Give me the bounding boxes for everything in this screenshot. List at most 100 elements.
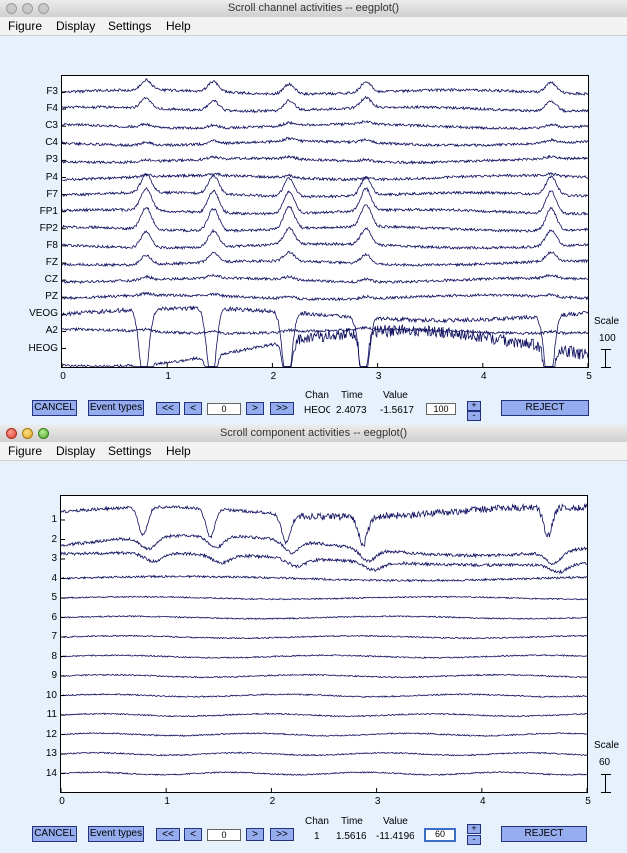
component-label-6: 6 [51,611,57,623]
component-label-12: 12 [45,728,57,740]
minimize-icon[interactable] [22,3,33,14]
component-label-1: 1 [51,514,57,525]
time-label: Time [341,816,363,827]
chan-label: Chan [305,390,329,401]
time-label: Time [341,390,363,401]
channel-trace-c3 [62,120,588,131]
window-title: Scroll channel activities -- eegplot() [227,2,400,14]
time-value: 1.5616 [336,831,367,842]
titlebar[interactable]: Scroll channel activities -- eegplot() [0,0,627,18]
component-plot-axes[interactable] [60,495,588,793]
data-value: -11.4196 [376,831,414,842]
position-input[interactable]: 0 [207,829,241,841]
scale-input[interactable]: 60 [424,828,456,842]
zoom-icon[interactable] [38,3,49,14]
channel-trace-p4 [62,172,588,182]
scale-value: 60 [599,757,611,768]
next-page-button[interactable]: > [246,402,264,415]
component-label-7: 7 [51,631,57,642]
channel-label-p3: P3 [45,154,58,166]
time-value: 2.4073 [336,405,367,416]
close-icon[interactable] [6,428,17,439]
component-trace-12 [61,732,587,737]
component-traces [61,502,587,792]
channel-trace-pz [62,291,588,302]
channel-trace-f3 [62,78,588,96]
component-label-3: 3 [51,553,57,564]
prev-page-button[interactable]: < [184,402,202,415]
channel-label-a2: A2 [45,325,58,337]
menu-help[interactable]: Help [166,19,191,33]
scale-decrease-button[interactable]: - [467,411,481,421]
component-label-9: 9 [51,670,57,681]
component-trace-8 [61,654,587,659]
channel-label-fz: FZ [45,257,58,268]
channel-label-fp2: FP2 [39,222,58,234]
last-page-button[interactable]: >> [270,828,294,841]
x-tick-label-3: 3 [375,371,382,382]
last-page-button[interactable]: >> [270,402,294,415]
channel-label-cz: CZ [44,274,58,286]
menu-settings[interactable]: Settings [108,444,152,458]
channel-label-f3: F3 [46,86,58,97]
scale-bar [601,349,611,368]
channel-trace-f8 [62,226,588,251]
titlebar[interactable]: Scroll component activities -- eegplot() [0,425,627,443]
zoom-icon[interactable] [38,428,49,439]
channel-traces [62,78,588,367]
scale-label: Scale [594,316,620,327]
value-label: Value [383,390,408,401]
position-input[interactable]: 0 [207,403,241,415]
reject-button[interactable]: REJECT [501,826,587,842]
cancel-button[interactable]: CANCEL [32,400,77,416]
channel-label-pz: PZ [45,291,58,303]
cancel-button[interactable]: CANCEL [32,826,77,842]
channel-label-fp1: FP1 [39,205,58,217]
menu-display[interactable]: Display [56,19,96,33]
channel-label-veog: VEOG [29,308,58,320]
component-trace-6 [61,615,587,620]
component-label-8: 8 [51,650,57,662]
menu-figure[interactable]: Figure [8,19,43,33]
channel-trace-p3 [62,154,588,165]
channel-trace-cz [62,273,588,285]
first-page-button[interactable]: << [156,828,180,841]
component-window: Scroll component activities -- eegplot()… [0,425,627,853]
scale-bar [601,774,611,793]
scale-increase-button[interactable]: + [467,401,481,411]
component-trace-4 [61,574,587,583]
channel-trace-f4 [62,95,588,114]
channel-label-f8: F8 [46,239,58,251]
menu-help[interactable]: Help [166,444,191,458]
first-page-button[interactable]: << [156,402,180,415]
component-label-13: 13 [45,748,57,759]
scale-increase-button[interactable]: + [467,824,481,834]
channel-window: Scroll channel activities -- eegplot() F… [0,0,627,425]
event-types-button[interactable]: Event types [88,826,144,842]
channel-label-p4: P4 [45,171,58,183]
scale-label: Scale [594,740,620,751]
minimize-icon[interactable] [22,428,33,439]
x-tick-label-0: 0 [59,796,65,807]
close-icon[interactable] [6,3,17,14]
event-types-button[interactable]: Event types [88,400,144,416]
chan-value: 1 [314,831,320,842]
prev-page-button[interactable]: < [184,828,202,841]
menu-figure[interactable]: Figure [8,444,43,458]
scale-decrease-button[interactable]: - [467,835,481,845]
chan-value: HEOG [304,405,330,416]
x-tick-label-2: 2 [270,371,277,382]
component-trace-7 [61,634,587,640]
value-label: Value [383,816,408,827]
channel-trace-heog [62,323,588,367]
channel-label-c3: C3 [45,120,58,132]
scale-input[interactable]: 100 [426,403,456,415]
eeg-plot-axes[interactable] [61,75,589,368]
component-trace-14 [61,771,587,776]
menu-settings[interactable]: Settings [108,19,152,33]
menu-display[interactable]: Display [56,444,96,458]
component-trace-5 [61,595,587,601]
next-page-button[interactable]: > [246,828,264,841]
component-trace-11 [61,712,587,718]
reject-button[interactable]: REJECT [501,400,589,416]
